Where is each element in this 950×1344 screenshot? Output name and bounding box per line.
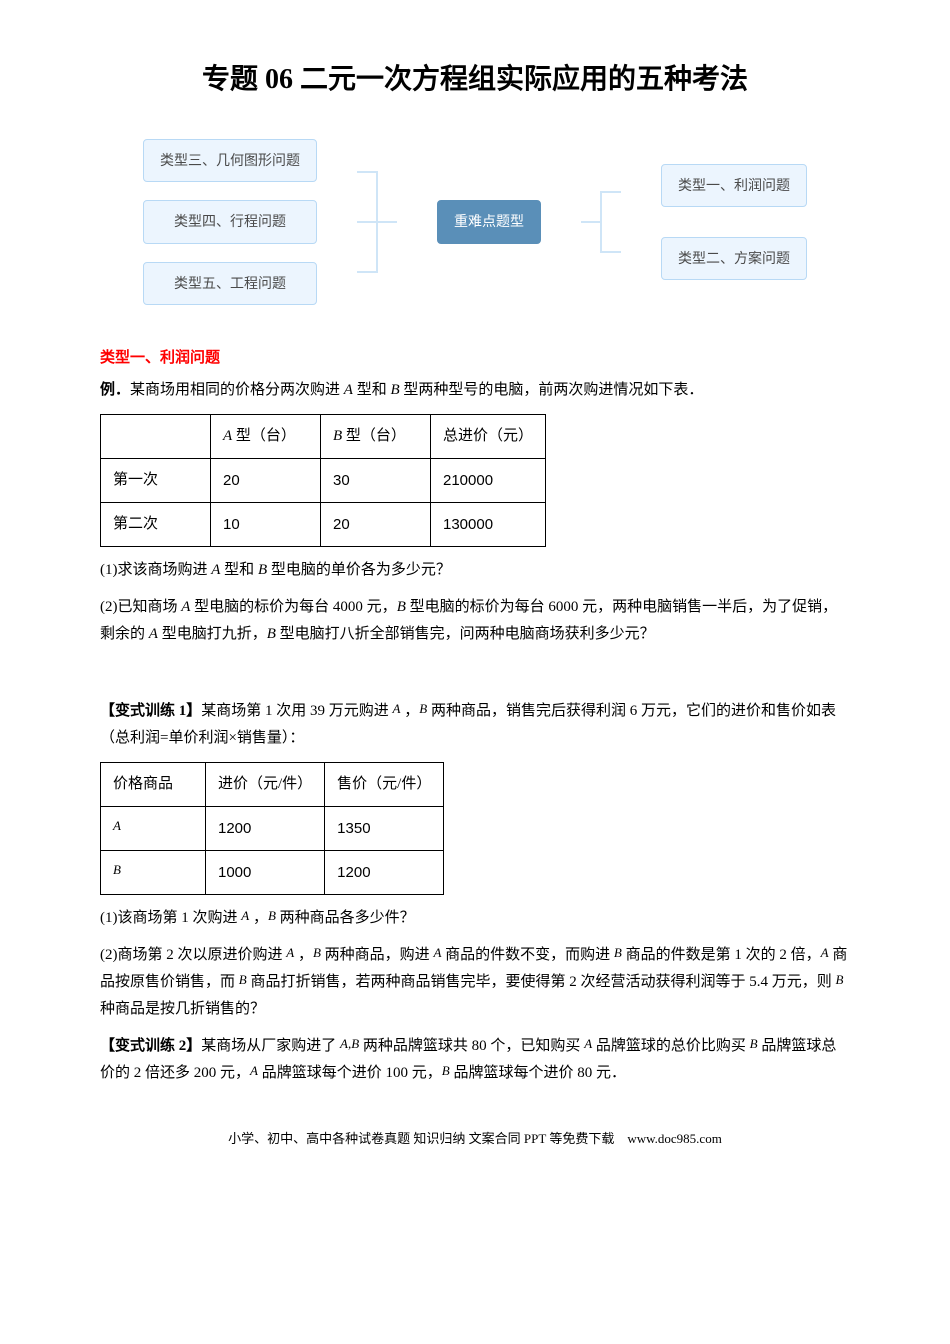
- cell: 售价（元/件）: [325, 762, 444, 806]
- cell: 价格商品: [101, 762, 206, 806]
- cell: 1350: [325, 806, 444, 850]
- variant-1-label: 【变式训练 1】: [100, 703, 201, 719]
- section-heading-1: 类型一、利润问题: [100, 345, 850, 372]
- cell: 20: [321, 502, 431, 546]
- variant-1-q1: (1)该商场第 1 次购进 A ，B 两种商品各多少件？: [100, 905, 850, 932]
- variant-1-text: 某商场第 1 次用 39 万元购进 A ，B 两种商品，销售完后获得利润 6 万…: [100, 703, 836, 746]
- cell: 1200: [206, 806, 325, 850]
- variant-2: 【变式训练 2】某商场从厂家购进了 A,B 两种品牌篮球共 80 个，已知购买 …: [100, 1033, 850, 1087]
- variant-1-intro: 【变式训练 1】某商场第 1 次用 39 万元购进 A ，B 两种商品，销售完后…: [100, 698, 850, 752]
- node-type4: 类型四、行程问题: [143, 200, 317, 243]
- table-purchase: A 型（台） B 型（台） 总进价（元） 第一次 20 30 210000 第二…: [100, 414, 546, 547]
- cell: 第二次: [101, 502, 211, 546]
- question-1-1: (1)求该商场购进 A 型和 B 型电脑的单价各为多少元？: [100, 557, 850, 584]
- table-row: A 1200 1350: [101, 806, 444, 850]
- page-footer: 小学、初中、高中各种试卷真题 知识归纳 文案合同 PPT 等免费下载 www.d…: [100, 1127, 850, 1150]
- cell: 210000: [431, 458, 546, 502]
- variant-2-text: 某商场从厂家购进了 A,B 两种品牌篮球共 80 个，已知购买 A 品牌篮球的总…: [100, 1038, 836, 1081]
- diagram-right-col: 类型一、利润问题 类型二、方案问题: [661, 164, 807, 280]
- table-row: B 1000 1200: [101, 850, 444, 894]
- node-center: 重难点题型: [437, 200, 541, 243]
- example-label: 例．: [100, 382, 130, 398]
- cell: 1000: [206, 850, 325, 894]
- concept-diagram: 类型三、几何图形问题 类型四、行程问题 类型五、工程问题 重难点题型 类型一、利…: [100, 129, 850, 315]
- table-row: 第二次 10 20 130000: [101, 502, 546, 546]
- table-row: A 型（台） B 型（台） 总进价（元）: [101, 414, 546, 458]
- table-price: 价格商品 进价（元/件） 售价（元/件） A 1200 1350 B 1000 …: [100, 762, 444, 895]
- connector-left: [357, 152, 397, 292]
- spacer: [100, 658, 850, 698]
- variant-1-q2: (2)商场第 2 次以原进价购进 A ，B 两种商品，购进 A 商品的件数不变，…: [100, 942, 850, 1023]
- node-type2: 类型二、方案问题: [661, 237, 807, 280]
- variant-2-label: 【变式训练 2】: [100, 1038, 201, 1054]
- cell: 130000: [431, 502, 546, 546]
- cell: 进价（元/件）: [206, 762, 325, 806]
- diagram-left-col: 类型三、几何图形问题 类型四、行程问题 类型五、工程问题: [143, 139, 317, 305]
- example-text: 某商场用相同的价格分两次购进 A 型和 B 型两种型号的电脑，前两次购进情况如下…: [130, 382, 703, 398]
- cell: B: [101, 850, 206, 894]
- connector-right: [581, 177, 621, 267]
- cell: [101, 414, 211, 458]
- cell: 第一次: [101, 458, 211, 502]
- cell: 总进价（元）: [431, 414, 546, 458]
- cell: 1200: [325, 850, 444, 894]
- cell: A 型（台）: [211, 414, 321, 458]
- table-row: 价格商品 进价（元/件） 售价（元/件）: [101, 762, 444, 806]
- page-title: 专题 06 二元一次方程组实际应用的五种考法: [100, 60, 850, 99]
- node-type1: 类型一、利润问题: [661, 164, 807, 207]
- cell: 10: [211, 502, 321, 546]
- node-type5: 类型五、工程问题: [143, 262, 317, 305]
- cell: 20: [211, 458, 321, 502]
- node-type3: 类型三、几何图形问题: [143, 139, 317, 182]
- cell: A: [101, 806, 206, 850]
- example-intro: 例．某商场用相同的价格分两次购进 A 型和 B 型两种型号的电脑，前两次购进情况…: [100, 377, 850, 404]
- cell: 30: [321, 458, 431, 502]
- table-row: 第一次 20 30 210000: [101, 458, 546, 502]
- cell: B 型（台）: [321, 414, 431, 458]
- question-1-2: (2)已知商场 A 型电脑的标价为每台 4000 元，B 型电脑的标价为每台 6…: [100, 594, 850, 648]
